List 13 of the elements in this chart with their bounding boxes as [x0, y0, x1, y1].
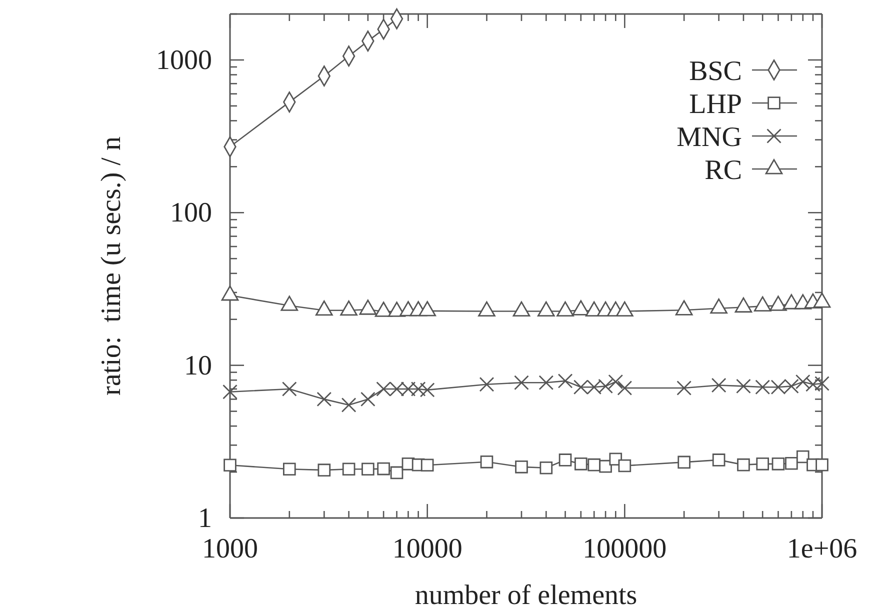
- legend-label: MNG: [676, 122, 742, 153]
- y-tick-label: 100: [170, 198, 212, 229]
- legend-label: RC: [704, 154, 742, 186]
- y-tick-label: 1: [198, 502, 212, 534]
- legend-label: LHP: [689, 88, 742, 120]
- y-tick-label: 1000: [156, 44, 212, 76]
- legend-label: BSC: [689, 56, 742, 87]
- y-axis-title: ratio: time (u secs.) / n: [96, 136, 127, 396]
- x-tick-label: 100000: [582, 534, 667, 565]
- y-tick-label: 10: [184, 350, 212, 382]
- x-tick-label: 10000: [392, 534, 462, 565]
- x-axis-title: number of elements: [414, 580, 638, 611]
- x-tick-label: 1e+06: [786, 534, 858, 565]
